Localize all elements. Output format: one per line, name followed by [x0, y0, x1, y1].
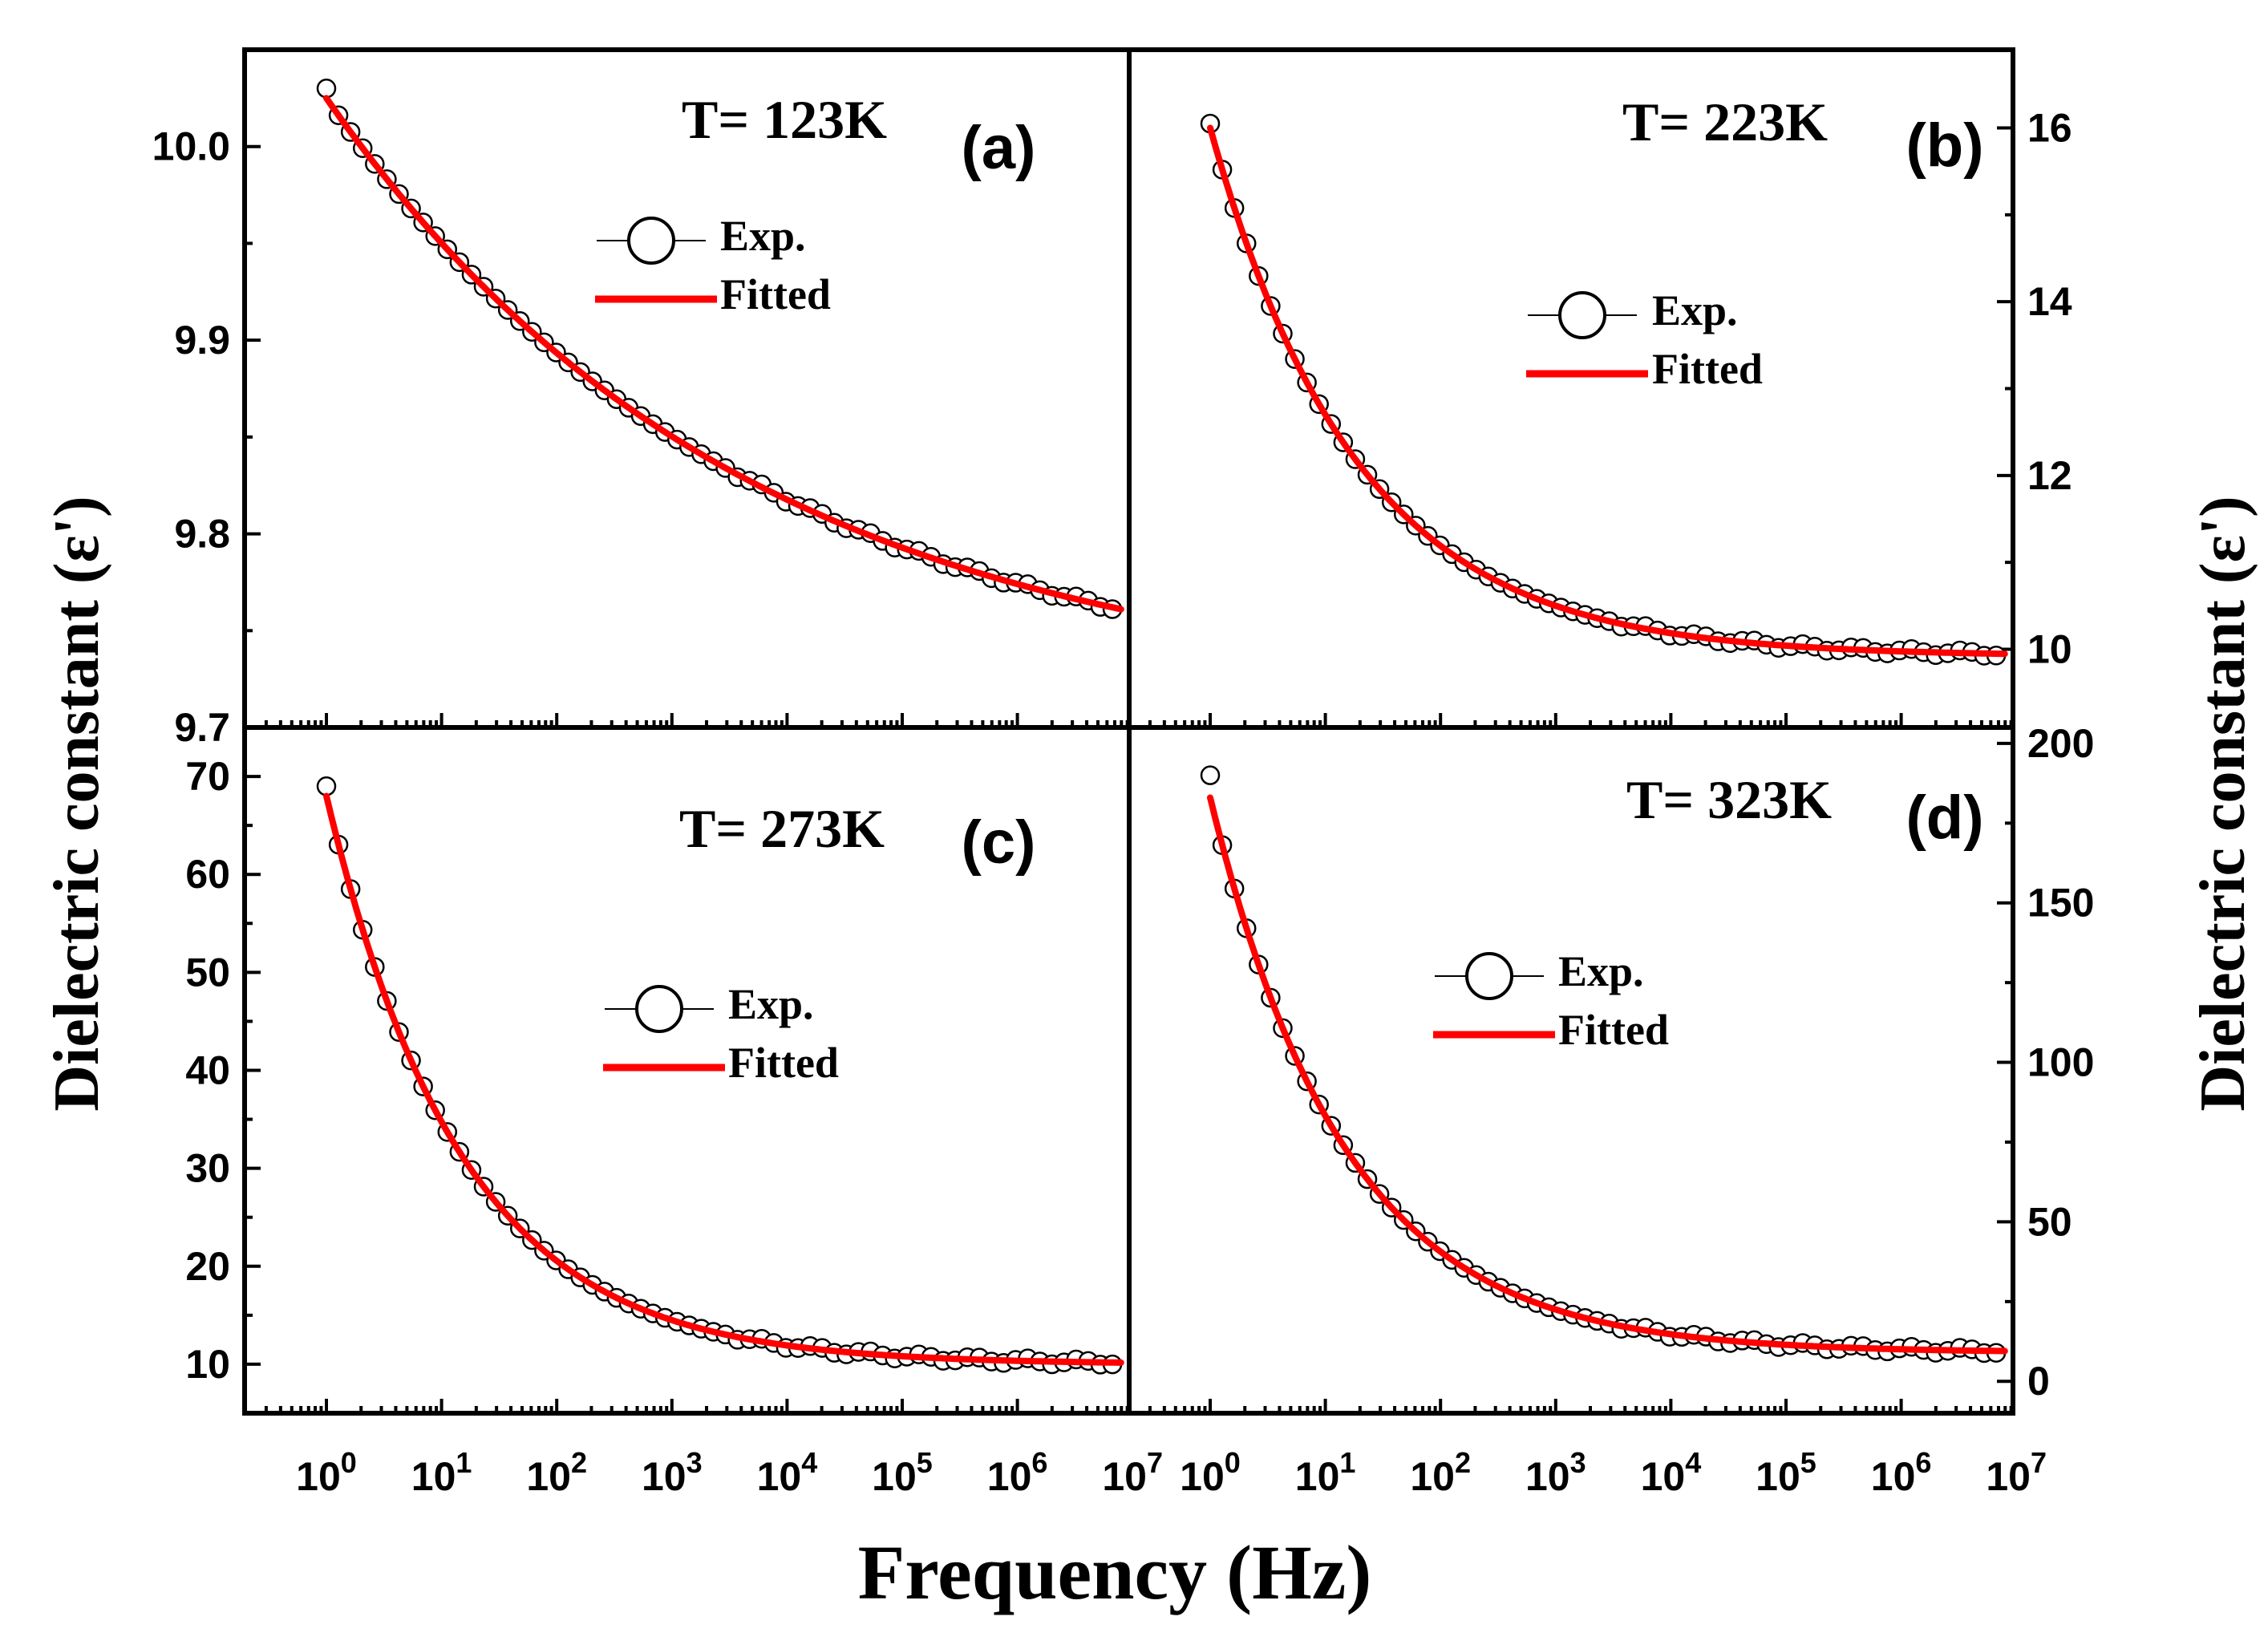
y-tick-label: 40: [185, 1048, 230, 1093]
exp-data-point: [316, 776, 337, 796]
panel-label: (d): [1906, 784, 1983, 852]
exp-data-point: [316, 79, 337, 99]
y-tick-label: 14: [2027, 279, 2072, 324]
legend: Exp. Fitted: [595, 212, 831, 318]
y-tick-label: 9.8: [174, 512, 230, 557]
panel-d: 0 50 100 150 200 T= 323K (d) Exp. Fitted: [1127, 721, 2094, 1416]
y-tick-label: 150: [2027, 881, 2094, 926]
x-axis-title: Frequency (Hz): [858, 1530, 1372, 1615]
legend-exp-marker: [1558, 291, 1606, 339]
x-tick-label: 107: [1986, 1446, 2047, 1499]
y-tick-label: 9.7: [174, 705, 230, 750]
legend-exp-label: Exp.: [1652, 286, 1738, 334]
panel-b: 10 12 14 16 T= 223K (b) Exp. Fitted: [1127, 47, 2072, 730]
legend-fit-label: Fitted: [1558, 1006, 1669, 1054]
y-tick-label: 200: [2027, 721, 2094, 766]
x-tick-label: 100: [1180, 1446, 1241, 1499]
temperature-label: T= 223K: [1622, 91, 1828, 152]
panel-label: (c): [962, 808, 1036, 877]
x-tick-label: 101: [1295, 1446, 1356, 1499]
legend-exp-label: Exp.: [1558, 947, 1644, 995]
y-tick-label: 20: [185, 1244, 230, 1289]
legend-exp-marker: [1465, 952, 1513, 1000]
y-tick-label: 70: [185, 754, 230, 799]
x-tick-labels-right: 100 101 102 103 104 105 106 107: [1180, 1446, 2047, 1499]
y-tick-label: 10: [2027, 627, 2072, 672]
legend-fit-label: Fitted: [728, 1039, 839, 1087]
x-tick-label: 102: [526, 1446, 587, 1499]
legend-fit-label: Fitted: [1652, 345, 1763, 393]
y-tick-label: 60: [185, 852, 230, 897]
y-tick-label: 16: [2027, 106, 2072, 151]
x-tick-label: 106: [1871, 1446, 1932, 1499]
temperature-label: T= 273K: [679, 798, 885, 859]
legend-exp-label: Exp.: [728, 980, 814, 1028]
x-tick-label: 104: [757, 1446, 818, 1499]
fitted-curve: [1207, 124, 2008, 658]
y-tick-label: 0: [2027, 1359, 2050, 1404]
temperature-label: T= 123K: [682, 89, 887, 150]
y-axis-title-right: Dielectric constant (ε'): [2188, 496, 2258, 1111]
x-tick-label: 101: [411, 1446, 472, 1499]
y-tick-label: 100: [2027, 1040, 2094, 1085]
temperature-label: T= 323K: [1626, 769, 1832, 830]
x-tick-label: 100: [296, 1446, 357, 1499]
panel-c: 10 20 30 40 50 60 70 T= 273K (c) Exp. Fitted: [185, 725, 1132, 1416]
y-tick-label: 10.0: [152, 124, 230, 169]
x-tick-label: 107: [1102, 1446, 1163, 1499]
legend-exp-marker: [635, 985, 683, 1033]
legend-fit-label: Fitted: [720, 270, 831, 318]
y-tick-label: 10: [185, 1342, 230, 1387]
y-tick-label: 30: [185, 1146, 230, 1191]
legend-exp-label: Exp.: [720, 212, 806, 260]
x-tick-label: 106: [987, 1446, 1048, 1499]
legend: Exp. Fitted: [1433, 947, 1669, 1054]
x-tick-label: 102: [1410, 1446, 1471, 1499]
fitted-curve: [1207, 794, 2008, 1355]
fitted-curve: [323, 792, 1124, 1366]
panel-label: (a): [962, 114, 1036, 182]
panel-label: (b): [1906, 111, 1983, 180]
legend: Exp. Fitted: [1526, 286, 1763, 393]
axes-frame: [1127, 725, 2015, 1416]
y-tick-label: 12: [2027, 453, 2072, 498]
x-tick-label: 105: [1756, 1446, 1816, 1499]
x-tick-label: 105: [872, 1446, 933, 1499]
x-tick-label: 103: [642, 1446, 703, 1499]
y-tick-label: 9.9: [174, 318, 230, 363]
y-axis-title-left: Dielectric constant (ε'): [42, 496, 112, 1111]
x-tick-label: 104: [1641, 1446, 1702, 1499]
y-tick-label: 50: [185, 950, 230, 995]
fitted-curve: [323, 95, 1124, 613]
x-tick-label: 103: [1525, 1446, 1586, 1499]
y-tick-label: 50: [2027, 1199, 2072, 1244]
axes-frame: [1127, 47, 2015, 730]
panel-a: 9.7 9.8 9.9 10.0 T= 123K (a) Exp. Fitted: [152, 47, 1132, 750]
legend-exp-marker: [627, 217, 675, 265]
exp-data-point: [1200, 765, 1221, 785]
legend: Exp. Fitted: [603, 980, 839, 1087]
x-tick-labels-left: 100 101 102 103 104 105 106 107: [296, 1446, 1163, 1499]
